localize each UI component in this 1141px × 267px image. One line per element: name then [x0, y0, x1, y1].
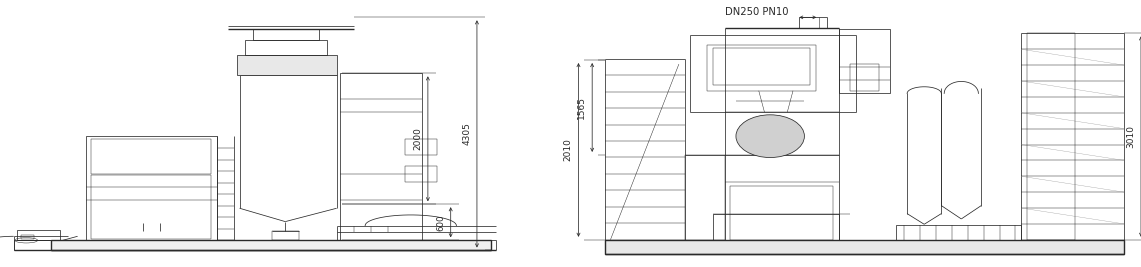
Ellipse shape	[736, 115, 804, 158]
Bar	[405, 139, 437, 155]
Bar	[405, 166, 437, 182]
Text: 4305: 4305	[462, 123, 471, 145]
Bar	[839, 29, 890, 93]
Bar	[17, 230, 60, 240]
Bar	[51, 240, 491, 250]
Text: 2000: 2000	[413, 127, 422, 150]
Bar	[605, 240, 1124, 254]
Bar	[685, 155, 725, 240]
Bar	[1027, 33, 1075, 240]
Bar	[713, 48, 810, 85]
Bar	[21, 235, 34, 239]
Text: 2010: 2010	[564, 139, 573, 161]
Bar	[245, 40, 327, 55]
Bar	[896, 225, 1021, 240]
Bar	[86, 136, 217, 240]
Bar	[91, 139, 211, 174]
Bar	[237, 55, 337, 75]
Text: 3010: 3010	[1126, 125, 1135, 148]
Text: 600: 600	[436, 214, 445, 230]
Text: DN250 PN10: DN250 PN10	[725, 7, 788, 17]
Bar	[850, 64, 879, 91]
Bar	[272, 231, 299, 240]
Bar	[340, 73, 422, 240]
Text: 1565: 1565	[577, 96, 586, 119]
Bar	[91, 175, 211, 239]
Bar	[707, 45, 816, 91]
Bar	[713, 214, 839, 240]
Bar	[730, 186, 833, 240]
Bar	[253, 29, 319, 40]
